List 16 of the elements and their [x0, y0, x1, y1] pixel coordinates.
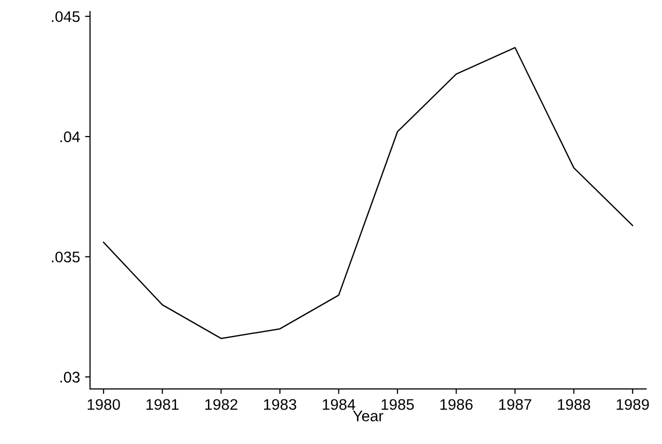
- y-tick-label: .045: [52, 11, 80, 22]
- y-tick-label: .04: [60, 131, 80, 142]
- x-tick-label: 1988: [558, 399, 590, 410]
- x-tick-label: 1982: [205, 399, 238, 410]
- line-series: [102, 46, 634, 340]
- x-tick-label: 1987: [499, 399, 532, 410]
- x-tick-label: 1986: [440, 399, 473, 410]
- x-tick-label: 1983: [264, 399, 296, 410]
- y-tick-label: .03: [60, 372, 80, 383]
- x-tick-label: 1984: [322, 399, 356, 410]
- x-tick-label: 1985: [382, 399, 414, 410]
- x-tick-label: 1989: [616, 399, 649, 410]
- x-axis-title: Year: [352, 410, 384, 422]
- y-tick-label: .035: [52, 252, 80, 262]
- x-tick-label: 1981: [146, 399, 179, 410]
- x-tick-label: 1980: [88, 399, 120, 410]
